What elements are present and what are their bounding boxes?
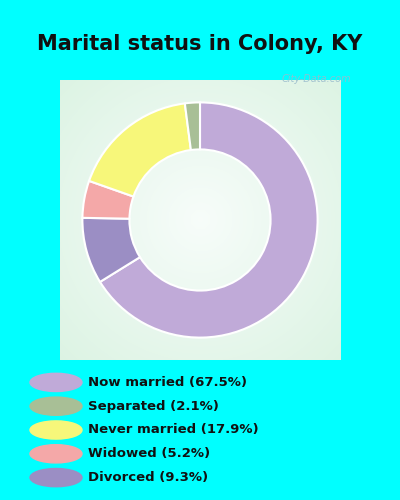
Text: Marital status in Colony, KY: Marital status in Colony, KY	[37, 34, 363, 54]
Circle shape	[30, 397, 82, 415]
Wedge shape	[82, 218, 140, 282]
Circle shape	[30, 468, 82, 486]
Circle shape	[30, 421, 82, 439]
Wedge shape	[82, 181, 134, 218]
Text: Now married (67.5%): Now married (67.5%)	[88, 376, 247, 389]
Text: Widowed (5.2%): Widowed (5.2%)	[88, 448, 210, 460]
Wedge shape	[89, 104, 191, 196]
Text: Divorced (9.3%): Divorced (9.3%)	[88, 471, 208, 484]
Text: Never married (17.9%): Never married (17.9%)	[88, 424, 259, 436]
Text: Separated (2.1%): Separated (2.1%)	[88, 400, 219, 412]
Text: City-Data.com: City-Data.com	[282, 74, 351, 85]
Wedge shape	[100, 102, 318, 338]
Circle shape	[30, 444, 82, 463]
Wedge shape	[185, 102, 200, 150]
Circle shape	[30, 374, 82, 392]
